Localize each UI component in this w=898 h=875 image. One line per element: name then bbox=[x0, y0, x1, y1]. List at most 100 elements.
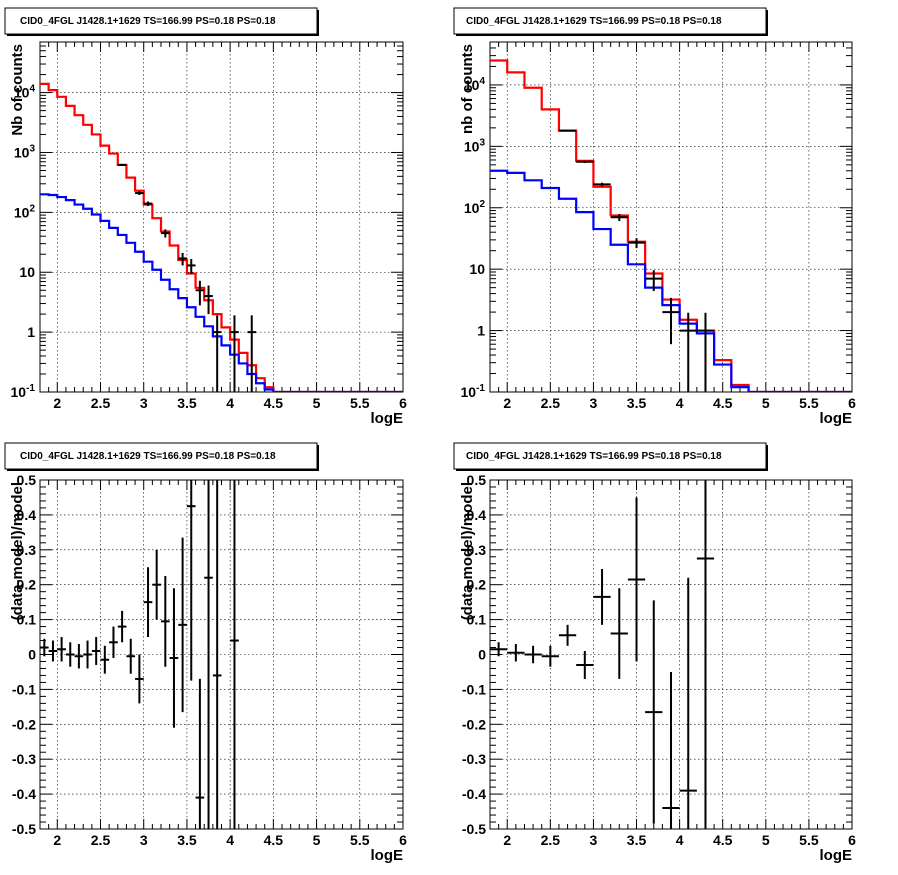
data-point bbox=[204, 285, 213, 315]
y-tick-label: 102 bbox=[14, 203, 36, 220]
x-axis-title: logE bbox=[371, 410, 404, 427]
x-tick-label: 5.5 bbox=[350, 395, 370, 411]
x-tick-label: 2.5 bbox=[541, 395, 561, 411]
y-tick-label: -0.1 bbox=[462, 681, 486, 697]
x-tick-label: 4 bbox=[676, 395, 684, 411]
x-tick-label: 2 bbox=[53, 832, 61, 848]
series-group bbox=[40, 82, 403, 392]
y-axis-title: Nb of counts bbox=[9, 44, 26, 136]
data-point bbox=[195, 280, 205, 306]
data-point bbox=[662, 671, 680, 829]
x-tick-label: 6 bbox=[848, 395, 856, 411]
y-tick-label: 103 bbox=[14, 143, 36, 160]
x-tick-label: 3 bbox=[140, 395, 148, 411]
y-tick-label: 104 bbox=[464, 76, 486, 93]
data-point bbox=[212, 315, 222, 392]
y-tick-label: 10 bbox=[469, 261, 485, 277]
y-tick-label: 104 bbox=[14, 84, 36, 101]
x-tick-label: 5 bbox=[762, 832, 770, 848]
x-axis-title: logE bbox=[820, 847, 853, 864]
title-box bbox=[453, 442, 767, 470]
chart-title: CID0_4FGL J1428.1+1629 TS=166.99 PS=0.18… bbox=[20, 451, 276, 462]
x-axis-title: logE bbox=[371, 847, 404, 864]
data-point bbox=[178, 537, 187, 713]
panel-counts-right: CID0_4FGL J1428.1+1629 TS=166.99 PS=0.18… bbox=[453, 7, 856, 427]
y-tick-label: 0.5 bbox=[467, 472, 487, 488]
title-box bbox=[4, 442, 318, 470]
data-point bbox=[117, 163, 127, 166]
title-box bbox=[4, 7, 318, 35]
panel-residuals-left: CID0_4FGL J1428.1+1629 TS=166.99 PS=0.18… bbox=[4, 442, 407, 864]
data-point bbox=[178, 252, 187, 266]
y-tick-label: -0.3 bbox=[12, 751, 36, 767]
y-tick-label: 10 bbox=[19, 264, 35, 280]
x-tick-label: 2.5 bbox=[91, 395, 111, 411]
data-point bbox=[65, 642, 75, 667]
x-axis-title: logE bbox=[820, 410, 853, 427]
data-point bbox=[524, 645, 542, 664]
data-point bbox=[541, 645, 559, 667]
y-tick-label: -0.2 bbox=[12, 716, 36, 732]
x-tick-label: 4 bbox=[226, 832, 234, 848]
y-tick-label: -0.3 bbox=[462, 751, 486, 767]
x-tick-label: 5 bbox=[762, 395, 770, 411]
y-tick-label: -0.1 bbox=[12, 681, 36, 697]
data-point bbox=[645, 600, 663, 824]
y-tick-label: 0 bbox=[478, 647, 486, 663]
data-point bbox=[74, 644, 84, 669]
x-tick-label: 6 bbox=[399, 395, 407, 411]
y-tick-label: 10-1 bbox=[11, 383, 36, 400]
data-point bbox=[152, 549, 161, 620]
data-point bbox=[610, 588, 628, 679]
data-point bbox=[48, 640, 58, 662]
y-tick-label: -0.4 bbox=[462, 786, 486, 802]
x-tick-label: 2.5 bbox=[541, 832, 561, 848]
data-point bbox=[186, 259, 196, 274]
x-tick-label: 2 bbox=[503, 395, 511, 411]
data-point bbox=[247, 315, 257, 392]
x-tick-label: 5 bbox=[313, 395, 321, 411]
chart-title: CID0_4FGL J1428.1+1629 TS=166.99 PS=0.18… bbox=[466, 451, 722, 462]
data-point bbox=[143, 567, 153, 638]
data-point bbox=[558, 624, 577, 646]
x-tick-label: 2.5 bbox=[91, 832, 111, 848]
series-group bbox=[40, 480, 239, 829]
series-group bbox=[490, 59, 852, 392]
data-point bbox=[161, 229, 170, 238]
data-point bbox=[679, 577, 697, 829]
series-group bbox=[490, 480, 715, 829]
y-tick-label: 1 bbox=[477, 323, 485, 339]
y-tick-label: 0.2 bbox=[17, 577, 37, 593]
x-tick-label: 3.5 bbox=[177, 395, 197, 411]
ticks bbox=[39, 41, 404, 393]
series-step-1 bbox=[40, 193, 403, 392]
x-tick-label: 3 bbox=[590, 395, 598, 411]
grid bbox=[40, 480, 403, 829]
y-tick-label: -0.4 bbox=[12, 786, 36, 802]
x-tick-label: 3.5 bbox=[627, 832, 647, 848]
y-axis-title: (data-model)/model bbox=[9, 482, 26, 620]
data-point bbox=[212, 480, 222, 829]
ticks bbox=[489, 41, 853, 393]
y-tick-label: 103 bbox=[464, 137, 486, 154]
data-point bbox=[57, 637, 66, 662]
y-tick-label: 0.4 bbox=[467, 507, 487, 523]
x-tick-label: 3.5 bbox=[627, 395, 647, 411]
series-step-1 bbox=[490, 169, 852, 392]
chart-title: CID0_4FGL J1428.1+1629 TS=166.99 PS=0.18… bbox=[466, 16, 722, 27]
x-tick-label: 4.5 bbox=[264, 832, 284, 848]
panel-residuals-right: CID0_4FGL J1428.1+1629 TS=166.99 PS=0.18… bbox=[453, 442, 856, 864]
data-point bbox=[576, 160, 594, 164]
data-point bbox=[126, 638, 136, 674]
data-point bbox=[490, 642, 508, 657]
y-tick-label: -0.2 bbox=[462, 716, 486, 732]
data-point bbox=[610, 214, 628, 221]
y-tick-label: -0.5 bbox=[462, 821, 486, 837]
title-box bbox=[453, 7, 767, 35]
y-tick-label: 0.4 bbox=[17, 507, 37, 523]
x-tick-label: 4 bbox=[226, 395, 234, 411]
data-point bbox=[91, 637, 101, 665]
y-tick-label: 1 bbox=[27, 324, 35, 340]
data-point bbox=[679, 312, 697, 392]
